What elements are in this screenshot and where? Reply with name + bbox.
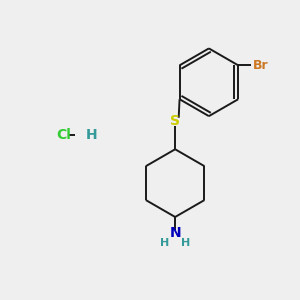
Text: H: H — [86, 128, 98, 142]
Text: H: H — [160, 238, 170, 248]
Text: N: N — [169, 226, 181, 240]
Text: Cl: Cl — [56, 128, 71, 142]
Text: Br: Br — [253, 59, 268, 72]
Text: S: S — [170, 114, 180, 128]
Text: H: H — [181, 238, 190, 248]
